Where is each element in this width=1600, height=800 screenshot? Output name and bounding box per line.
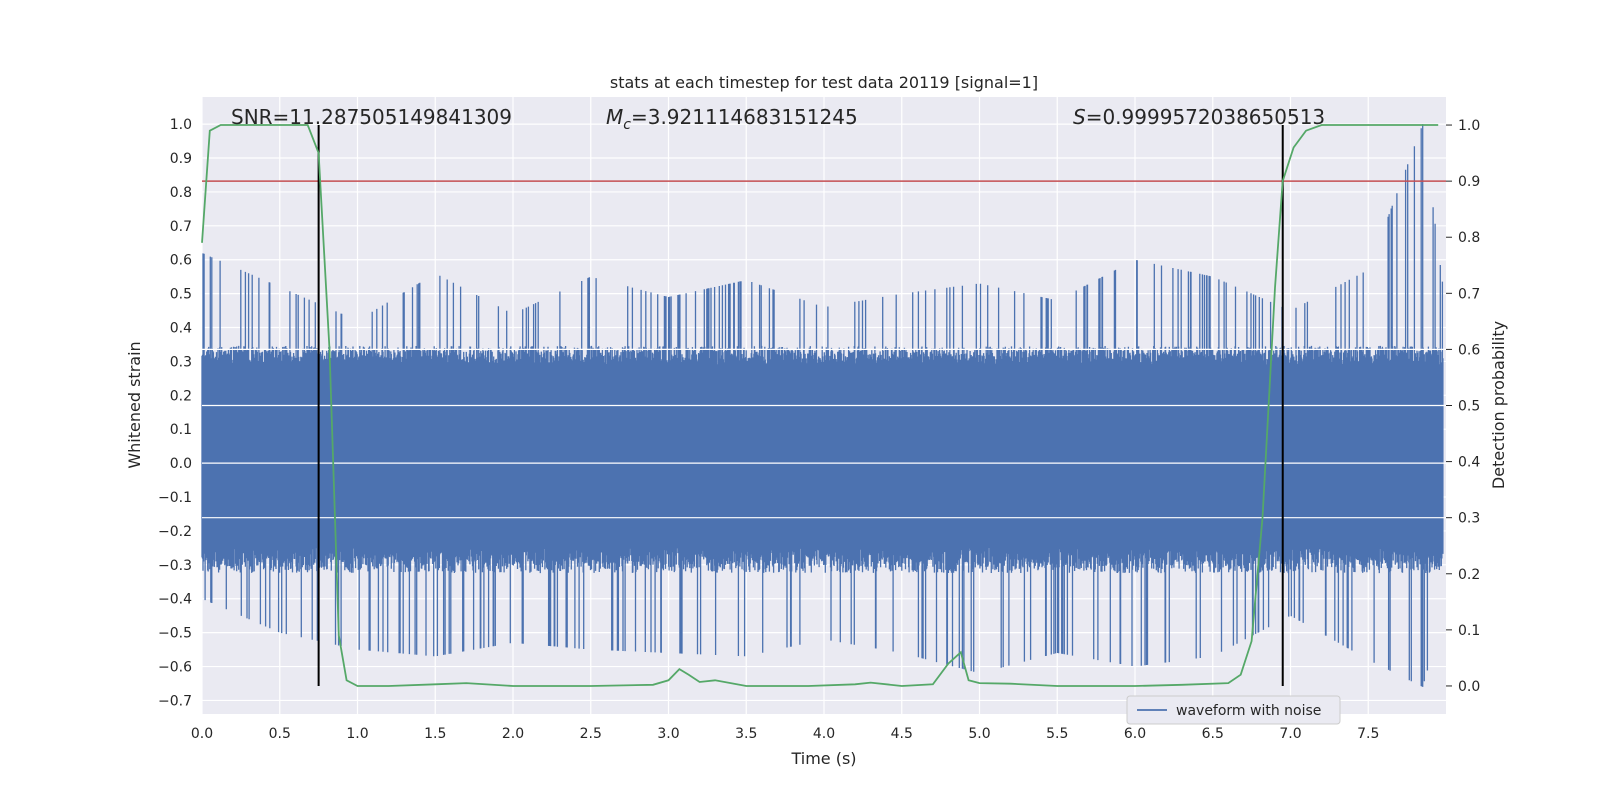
y2-tick-label: 0.1 — [1458, 623, 1480, 639]
x-tick-label: 3.5 — [735, 726, 757, 742]
x-tick-label: 0.0 — [191, 726, 213, 742]
score-annotation: S=0.9999572038650513 — [1073, 105, 1325, 129]
y2-tick-label: 0.7 — [1458, 286, 1480, 302]
y2-tick-label: 1.0 — [1458, 118, 1480, 134]
x-tick-label: 1.5 — [424, 726, 446, 742]
y2-tick-label: 0.9 — [1458, 174, 1480, 190]
legend-label-waveform: waveform with noise — [1176, 703, 1321, 719]
y-tick-label: 0.3 — [170, 354, 192, 370]
y-tick-label: −0.6 — [158, 660, 192, 676]
x-tick-label: 7.5 — [1357, 726, 1379, 742]
y2-tick-label: 0.0 — [1458, 679, 1480, 695]
snr-annotation: SNR=11.287505149841309 — [231, 105, 512, 129]
y-tick-label: −0.3 — [158, 558, 192, 574]
x-tick-label: 2.0 — [502, 726, 524, 742]
y2-tick-label: 0.4 — [1458, 455, 1480, 471]
y-tick-label: −0.7 — [158, 693, 192, 709]
x-tick-label: 5.5 — [1046, 726, 1068, 742]
x-axis-label: Time (s) — [790, 749, 856, 768]
x-tick-label: 6.5 — [1202, 726, 1224, 742]
x-tick-label: 4.0 — [813, 726, 835, 742]
x-tick-label: 4.5 — [891, 726, 913, 742]
y-tick-label: 1.0 — [170, 117, 192, 133]
tick-labels: 1.0 0.9 0.8 0.7 0.6 0.5 0.4 0.3 0.2 0.1 0.0 −0.1 −0.… — [158, 117, 1480, 742]
waveform-series — [201, 124, 1444, 687]
chirp-mass-value: =3.921114683151245 — [631, 105, 858, 129]
y-tick-label: 0.9 — [170, 151, 192, 167]
legend: waveform with noise — [1126, 695, 1341, 725]
detection-probability-line — [201, 124, 1439, 687]
y-tick-label: 0.8 — [170, 185, 192, 201]
y2-tick-label: 0.8 — [1458, 230, 1480, 246]
y-tick-label: −0.2 — [158, 524, 192, 540]
y2-tick-label: 0.2 — [1458, 567, 1480, 583]
x-tick-label: 2.5 — [580, 726, 602, 742]
score-symbol: S — [1073, 105, 1086, 129]
x-tick-label: 5.0 — [968, 726, 990, 742]
x-tick-label: 0.5 — [269, 726, 291, 742]
chart-title: stats at each timestep for test data 201… — [610, 73, 1038, 92]
y-tick-label: 0.1 — [170, 422, 192, 438]
y-axis-label: Whitened strain — [125, 341, 144, 468]
x-tick-label: 1.0 — [346, 726, 368, 742]
y2-axis-label: Detection probability — [1489, 321, 1508, 489]
chirp-mass-symbol: M — [606, 105, 623, 129]
score-value: =0.9999572038650513 — [1086, 105, 1325, 129]
y-tick-label: −0.4 — [158, 592, 192, 608]
x-tick-label: 6.0 — [1124, 726, 1146, 742]
chirp-mass-annotation: Mc=3.921114683151245 — [606, 105, 858, 133]
y2-tick-label: 0.5 — [1458, 399, 1480, 415]
legend-box — [1126, 695, 1341, 725]
y-tick-label: 0.2 — [170, 388, 192, 404]
chirp-mass-subscript: c — [623, 117, 631, 133]
y-tick-label: 0.4 — [170, 321, 192, 337]
y-tick-label: 0.7 — [170, 219, 192, 235]
y-tick-label: 0.6 — [170, 253, 192, 269]
y2-tick-label: 0.3 — [1458, 511, 1480, 527]
y-tick-label: −0.5 — [158, 626, 192, 642]
y-tick-label: 0.0 — [170, 456, 192, 472]
overlay-layer — [201, 124, 1446, 687]
x-tick-label: 3.0 — [657, 726, 679, 742]
y-tick-label: 0.5 — [170, 287, 192, 303]
x-tick-label: 7.0 — [1279, 726, 1301, 742]
y2-tick-label: 0.6 — [1458, 342, 1480, 358]
waveform-line — [201, 124, 1444, 687]
y-tick-label: −0.1 — [158, 490, 192, 506]
